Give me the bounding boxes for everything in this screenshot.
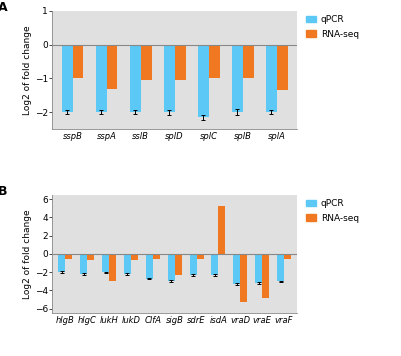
Bar [146, 254, 153, 279]
Bar [87, 254, 94, 260]
Bar [107, 44, 117, 89]
Bar [255, 254, 262, 283]
Bar [209, 44, 220, 78]
Bar [240, 254, 247, 302]
Y-axis label: Log2 of fold change: Log2 of fold change [23, 25, 32, 115]
Bar [232, 44, 243, 112]
Bar [211, 254, 219, 275]
Bar [175, 44, 186, 80]
Bar [73, 44, 83, 78]
Bar [277, 44, 288, 90]
Y-axis label: Log2 of fold change: Log2 of fold change [23, 209, 32, 299]
Bar [65, 254, 72, 258]
Text: B: B [0, 185, 8, 198]
Bar [175, 254, 182, 275]
Text: A: A [0, 1, 8, 14]
Bar [168, 254, 175, 281]
Bar [124, 254, 131, 274]
Bar [58, 254, 65, 272]
Bar [190, 254, 196, 275]
Bar [233, 254, 240, 284]
Bar [153, 254, 160, 258]
Bar [164, 44, 175, 112]
Legend: qPCR, RNA-seq: qPCR, RNA-seq [306, 15, 359, 38]
Bar [102, 254, 109, 272]
Bar [198, 44, 209, 117]
Bar [243, 44, 253, 78]
Bar [131, 254, 138, 260]
Bar [284, 254, 291, 260]
Bar [266, 44, 277, 112]
Bar [80, 254, 87, 274]
Bar [141, 44, 152, 80]
Bar [196, 254, 204, 258]
Bar [62, 44, 73, 112]
Bar [219, 205, 225, 254]
Bar [262, 254, 269, 298]
Bar [96, 44, 107, 112]
Bar [130, 44, 141, 112]
Bar [277, 254, 284, 281]
Legend: qPCR, RNA-seq: qPCR, RNA-seq [306, 199, 359, 222]
Bar [109, 254, 116, 281]
